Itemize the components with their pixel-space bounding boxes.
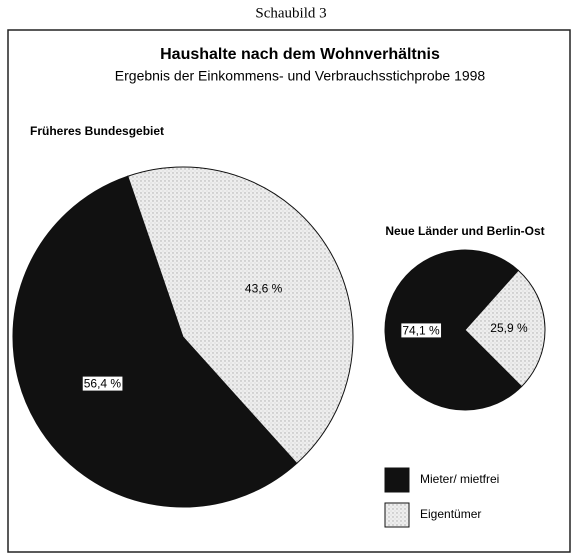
frame xyxy=(7,29,571,553)
legend-label: Eigentümer xyxy=(420,507,481,521)
pie-slice xyxy=(12,175,298,508)
header: Schaubild 3 xyxy=(255,5,326,21)
pie-title: Früheres Bundesgebiet xyxy=(30,124,164,138)
pie-slice xyxy=(384,249,523,411)
value-label: 74,1 % xyxy=(402,323,440,337)
legend-swatch xyxy=(384,502,410,528)
legend-swatch xyxy=(384,467,410,493)
pie-title: Neue Länder und Berlin-Ost xyxy=(385,224,544,238)
chart-subtitle: Ergebnis der Einkommens- und Verbrauchss… xyxy=(115,68,486,84)
pie-slice xyxy=(464,269,546,388)
label-background xyxy=(82,376,123,391)
value-label: 56,4 % xyxy=(84,377,122,391)
legend-label: Mieter/ mietfrei xyxy=(420,472,499,486)
pie-slice xyxy=(127,166,354,465)
label-background xyxy=(401,323,442,338)
chart-title: Haushalte nach dem Wohnverhältnis xyxy=(160,46,440,63)
value-label: 25,9 % xyxy=(490,321,528,335)
value-label: 43,6 % xyxy=(245,282,283,296)
